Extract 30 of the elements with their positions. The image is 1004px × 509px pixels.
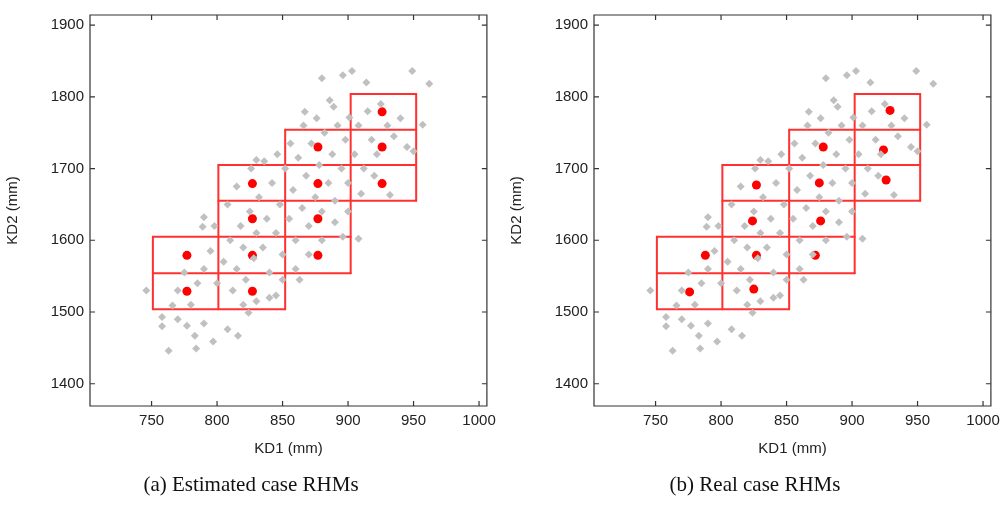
x-tick-label: 950 [401,411,427,429]
text: (a) Estimated case RHMs [142,472,360,497]
x-tick-label: 900 [839,411,865,429]
y-tick-label: 1600 [554,230,588,248]
y-tick-label: 1500 [50,302,84,320]
x-tick-label: 900 [335,411,361,429]
y-tick-label: 1900 [554,15,588,33]
y-tick-label: 1400 [50,373,84,391]
y-tick-label: 1600 [50,230,84,248]
x-tick-label: 800 [708,411,734,429]
y-tick-label: 1700 [554,158,588,176]
y-tick-label: 1700 [50,158,84,176]
x-tick-label: 750 [139,411,165,429]
x-tick-label: 950 [905,411,931,429]
x-axis-title: KD1 (mm) [254,439,323,457]
x-tick-label: 850 [270,411,296,429]
x-tick-label: 850 [774,411,800,429]
y-axis-title: KD2 (mm) [3,176,21,245]
y-tick-label: 1800 [554,86,588,104]
y-tick-label: 1900 [50,15,84,33]
text: (b) Real case RHMs [668,472,842,497]
y-tick-label: 1400 [554,373,588,391]
x-tick-label: 1000 [462,411,496,429]
y-tick-label: 1500 [554,302,588,320]
x-tick-label: 750 [643,411,669,429]
x-axis-title: KD1 (mm) [758,439,827,457]
x-tick-label: 800 [204,411,230,429]
y-tick-label: 1800 [50,86,84,104]
x-tick-label: 1000 [966,411,1000,429]
y-axis-title: KD2 (mm) [507,176,525,245]
